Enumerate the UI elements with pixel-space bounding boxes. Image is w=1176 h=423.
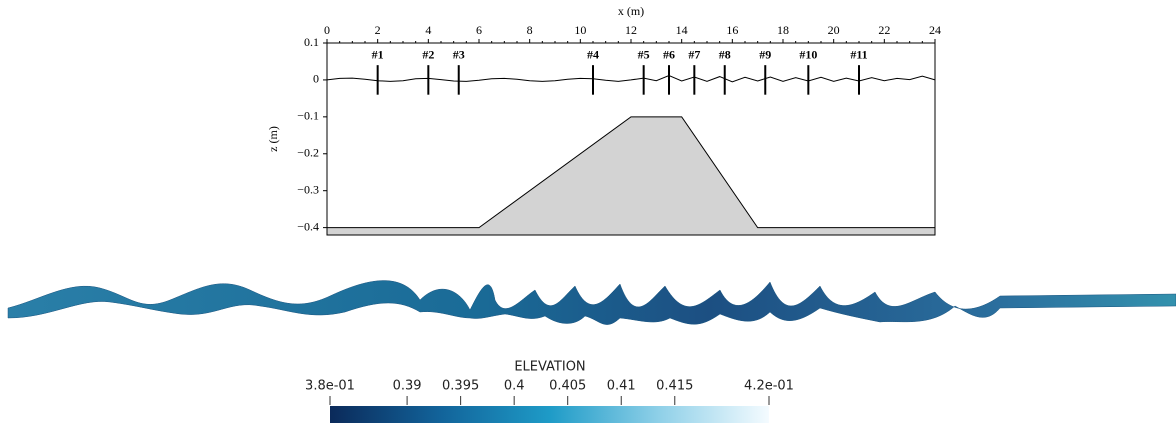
x-tick-label: 8 bbox=[527, 23, 533, 37]
colorbar-tick-label: 4.2e-01 bbox=[744, 379, 794, 394]
gauge-label: #9 bbox=[759, 48, 771, 62]
x-tick-label: 0 bbox=[324, 23, 330, 37]
gauge-label: #10 bbox=[799, 48, 817, 62]
colorbar-tick-label: 0.405 bbox=[549, 379, 586, 394]
colorbar-tick-label: 3.8e-01 bbox=[305, 379, 355, 394]
x-axis-label: x (m) bbox=[618, 4, 644, 18]
x-tick-label: 2 bbox=[375, 23, 381, 37]
x-tick-label: 16 bbox=[726, 23, 738, 37]
colorbar bbox=[330, 406, 769, 423]
x-tick-label: 4 bbox=[425, 23, 431, 37]
x-tick-label: 20 bbox=[828, 23, 840, 37]
bathymetry bbox=[326, 116, 936, 236]
y-tick-label: 0.1 bbox=[304, 35, 319, 49]
wave-render bbox=[7, 280, 1176, 325]
colorbar-tick-label: 0.4 bbox=[504, 379, 525, 394]
colorbar-tick-label: 0.41 bbox=[607, 379, 636, 394]
gauge-label: #6 bbox=[663, 48, 675, 62]
x-tick-label: 10 bbox=[574, 23, 586, 37]
colorbar-tick-label: 0.395 bbox=[442, 379, 479, 394]
y-tick-label: −0.1 bbox=[297, 109, 319, 123]
colorbar-tick-label: 0.415 bbox=[656, 379, 693, 394]
x-tick-label: 22 bbox=[878, 23, 890, 37]
colorbar-tick-label: 0.39 bbox=[393, 379, 422, 394]
gauge-label: #3 bbox=[453, 48, 465, 62]
gauge-label: #1 bbox=[372, 48, 384, 62]
colorbar-title: ELEVATION bbox=[514, 360, 585, 375]
y-tick-label: −0.2 bbox=[297, 146, 319, 160]
gauge-label: #11 bbox=[850, 48, 867, 62]
gauge-label: #8 bbox=[719, 48, 731, 62]
gauge-label: #7 bbox=[688, 48, 700, 62]
free-surface bbox=[326, 74, 936, 83]
y-axis-label: z (m) bbox=[266, 126, 280, 152]
x-tick-label: 14 bbox=[676, 23, 688, 37]
x-tick-label: 12 bbox=[625, 23, 637, 37]
gauge-label: #4 bbox=[587, 48, 599, 62]
x-tick-label: 18 bbox=[777, 23, 789, 37]
gauge-label: #2 bbox=[422, 48, 434, 62]
x-tick-label: 24 bbox=[929, 23, 941, 37]
y-tick-label: 0 bbox=[313, 72, 319, 86]
x-tick-label: 6 bbox=[476, 23, 482, 37]
gauge-label: #5 bbox=[638, 48, 650, 62]
y-tick-label: −0.3 bbox=[297, 182, 319, 196]
y-tick-label: −0.4 bbox=[297, 219, 319, 233]
